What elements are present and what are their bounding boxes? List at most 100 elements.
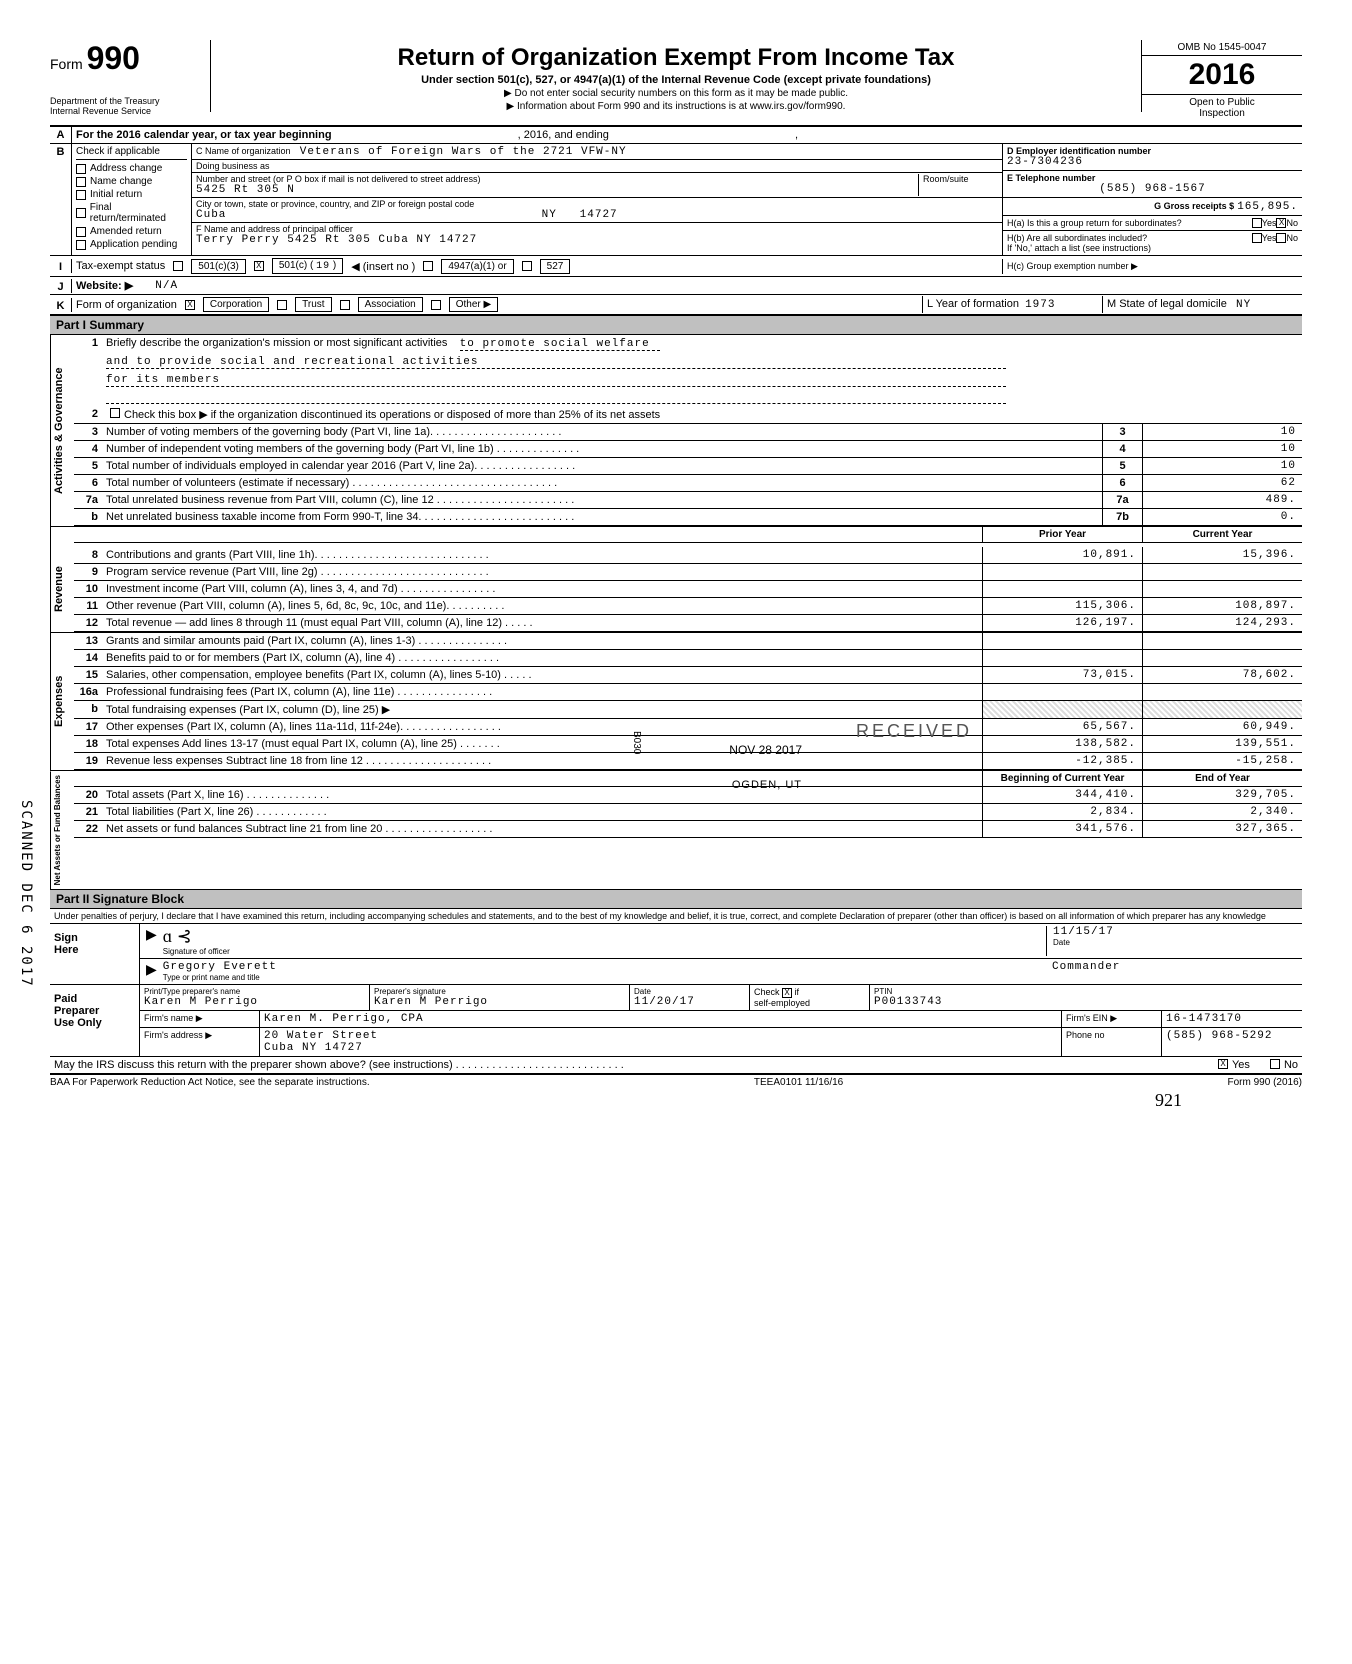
hb-label: H(b) Are all subordinates included?	[1007, 233, 1252, 243]
officer-name-label: Type or print name and title	[163, 973, 1046, 982]
city-value: Cuba	[196, 209, 226, 221]
check-applicable-label: Check if applicable	[76, 146, 187, 160]
ha-label: H(a) Is this a group return for subordin…	[1007, 218, 1252, 228]
ein-value: 23-7304236	[1007, 156, 1298, 168]
line1-label: Briefly describe the organization's miss…	[106, 337, 447, 349]
summary-line-14: 14Benefits paid to or for members (Part …	[74, 650, 1302, 667]
prep-name: Karen M Perrigo	[144, 996, 365, 1008]
firm-ein-label: Firm's EIN ▶	[1062, 1011, 1162, 1027]
phone-label: E Telephone number	[1007, 173, 1298, 183]
discuss-yes-box[interactable]: X	[1218, 1059, 1228, 1069]
form-subtitle: Under section 501(c), 527, or 4947(a)(1)…	[221, 74, 1131, 86]
boy-header: Beginning of Current Year	[982, 771, 1142, 786]
hb-note: If 'No,' attach a list (see instructions…	[1007, 243, 1298, 253]
ein-label: D Employer identification number	[1007, 146, 1298, 156]
firm-phone: (585) 968-5292	[1162, 1028, 1302, 1056]
state-value: NY	[542, 209, 557, 221]
website-value: N/A	[155, 280, 178, 292]
received-date: NOV 28 2017	[729, 743, 802, 757]
omb-number: OMB No 1545-0047	[1142, 40, 1302, 56]
sig-date: 11/15/17	[1053, 926, 1296, 938]
chk-self-employed[interactable]: X	[782, 988, 792, 998]
chk-application-pending[interactable]: Application pending	[76, 238, 187, 251]
chk-assoc[interactable]	[340, 300, 350, 310]
summary-line-12: 12Total revenue — add lines 8 through 11…	[74, 615, 1302, 632]
year-formation-label: L Year of formation	[927, 298, 1019, 310]
officer-name: Gregory Everett	[163, 961, 1046, 973]
firm-addr-label: Firm's address ▶	[140, 1028, 260, 1056]
summary-line-18: 18Total expenses Add lines 13-17 (must e…	[74, 736, 1302, 753]
summary-line-15: 15Salaries, other compensation, employee…	[74, 667, 1302, 684]
officer-value: Terry Perry 5425 Rt 305 Cuba NY 14727	[196, 234, 998, 246]
scanned-stamp: SCANNED DEC 6 2017	[18, 800, 34, 988]
discuss-no-box[interactable]	[1270, 1059, 1280, 1069]
agency-label: Internal Revenue Service	[50, 107, 210, 117]
ptin-value: P00133743	[874, 996, 1298, 1008]
chk-501c3[interactable]	[173, 261, 183, 271]
b030-stamp: B030	[631, 731, 642, 754]
header-block: B Check if applicable Address change Nam…	[50, 144, 1302, 256]
sig-officer-label: Signature of officer	[163, 947, 1046, 956]
part2-header: Part II Signature Block	[50, 889, 1302, 909]
open-public-2: Inspection	[1142, 108, 1302, 119]
ha-yes-box[interactable]	[1252, 218, 1262, 228]
form-header: Form 990 Department of the Treasury Inte…	[50, 40, 1302, 127]
dba-label: Doing business as	[196, 161, 270, 171]
summary-line-20: 20Total assets (Part X, line 16) . . . .…	[74, 787, 1302, 804]
prep-sig-label: Preparer's signature	[374, 987, 625, 996]
hb-yes-box[interactable]	[1252, 233, 1262, 243]
chk-initial-return[interactable]: Initial return	[76, 188, 187, 201]
perjury-text: Under penalties of perjury, I declare th…	[50, 909, 1302, 924]
chk-final-return[interactable]: Final return/terminated	[76, 201, 187, 225]
ha-no-box[interactable]: X	[1276, 218, 1286, 228]
form-footer: Form 990 (2016)	[1228, 1077, 1302, 1088]
gross-label: G Gross receipts $	[1154, 201, 1234, 211]
gov-label: Activities & Governance	[50, 335, 74, 526]
ptin-label: PTIN	[874, 987, 1298, 996]
chk-corp[interactable]: X	[185, 300, 195, 310]
firm-name: Karen M. Perrigo, CPA	[260, 1011, 1062, 1027]
chk-4947[interactable]	[423, 261, 433, 271]
chk-other[interactable]	[431, 300, 441, 310]
chk-527[interactable]	[522, 261, 532, 271]
prep-name-label: Print/Type preparer's name	[144, 987, 365, 996]
eoy-header: End of Year	[1142, 771, 1302, 786]
hb-no-box[interactable]	[1276, 233, 1286, 243]
chk-discontinued[interactable]	[110, 408, 120, 418]
summary-line-22: 22Net assets or fund balances Subtract l…	[74, 821, 1302, 838]
gross-value: 165,895.	[1237, 201, 1298, 213]
firm-ein: 16-1473170	[1162, 1011, 1302, 1027]
mission-3: for its members	[106, 374, 1006, 387]
row-k: K Form of organization XCorporation Trus…	[50, 295, 1302, 315]
part1-header: Part I Summary	[50, 315, 1302, 335]
chk-amended-return[interactable]: Amended return	[76, 225, 187, 238]
summary-line-8: 8Contributions and grants (Part VIII, li…	[74, 547, 1302, 564]
paid-preparer-label: Paid Preparer Use Only	[50, 985, 140, 1056]
summary-line-6: 6Total number of volunteers (estimate if…	[74, 475, 1302, 492]
org-name-value: Veterans of Foreign Wars of the 2721 VFW…	[300, 146, 627, 158]
summary-line-4: 4Number of independent voting members of…	[74, 441, 1302, 458]
summary-line-3: 3Number of voting members of the governi…	[74, 424, 1302, 441]
summary-line-b: bNet unrelated business taxable income f…	[74, 509, 1302, 526]
row-a: A For the 2016 calendar year, or tax yea…	[50, 127, 1302, 144]
chk-name-change[interactable]: Name change	[76, 175, 187, 188]
net-assets-label: Net Assets or Fund Balances	[50, 771, 74, 889]
tax-year: 2016	[1142, 56, 1302, 95]
received-stamp: RECEIVED	[856, 721, 972, 742]
firm-phone-label: Phone no	[1062, 1028, 1162, 1056]
tax-status-label: Tax-exempt status	[76, 260, 165, 272]
chk-address-change[interactable]: Address change	[76, 162, 187, 175]
chk-trust[interactable]	[277, 300, 287, 310]
phone-value: (585) 968-1567	[1007, 183, 1298, 195]
street-label: Number and street (or P O box if mail is…	[196, 174, 918, 184]
sign-here-label: Sign Here	[50, 924, 140, 984]
mission-2: and to provide social and recreational a…	[106, 356, 1006, 369]
form-label: Form 990	[50, 40, 210, 77]
chk-501c[interactable]: X	[254, 261, 264, 271]
summary-line-7a: 7aTotal unrelated business revenue from …	[74, 492, 1302, 509]
summary-line-16a: 16aProfessional fundraising fees (Part I…	[74, 684, 1302, 701]
state-domicile-label: M State of legal domicile	[1107, 298, 1227, 310]
firm-name-label: Firm's name ▶	[140, 1011, 260, 1027]
current-year-header: Current Year	[1142, 527, 1302, 542]
zip-value: 14727	[580, 209, 618, 221]
